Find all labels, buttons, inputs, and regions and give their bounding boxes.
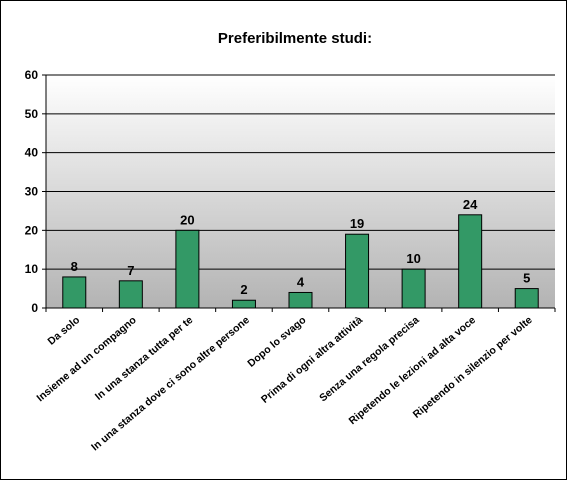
data-label: 24 [463, 197, 478, 212]
bar [118, 280, 143, 309]
bar [288, 291, 313, 309]
bar [401, 268, 426, 309]
bar [231, 299, 256, 309]
bar [62, 276, 87, 309]
y-tick-label: 30 [25, 185, 39, 199]
bar [514, 288, 539, 309]
y-tick-label: 10 [25, 262, 39, 276]
bar [345, 233, 370, 309]
x-tick-label: Prima di ogni altra attività [259, 314, 365, 406]
bar [175, 229, 200, 309]
gridlines [46, 74, 555, 270]
data-label: 5 [523, 271, 530, 286]
x-tick-label: Senza una regola precisa [317, 314, 421, 404]
x-tick-label: Dopo lo svago [245, 314, 308, 370]
data-label: 2 [240, 282, 247, 297]
bar [458, 214, 483, 309]
x-tick-label: In una stanza tutta per te [93, 314, 196, 403]
data-label: 19 [350, 216, 364, 231]
x-tick-label: Da solo [45, 314, 82, 348]
bars [62, 214, 539, 309]
data-label: 7 [127, 263, 134, 278]
y-tick-label: 20 [25, 223, 39, 237]
x-tick-label: Insieme ad un compagno [35, 314, 139, 404]
x-tick-label: Ripetendo in silenzio per volte [411, 314, 535, 421]
y-tick-label: 40 [25, 146, 39, 160]
y-tick-label: 50 [25, 107, 39, 121]
data-label: 10 [406, 251, 420, 266]
axes: 0 10 20 30 40 50 60 [25, 68, 556, 315]
y-tick-label: 60 [25, 68, 39, 82]
y-tick-label: 0 [31, 301, 38, 315]
data-label: 8 [71, 259, 78, 274]
data-label: 4 [297, 274, 305, 289]
data-label: 20 [180, 212, 194, 227]
chart-title: Preferibilmente studi: [218, 30, 372, 47]
